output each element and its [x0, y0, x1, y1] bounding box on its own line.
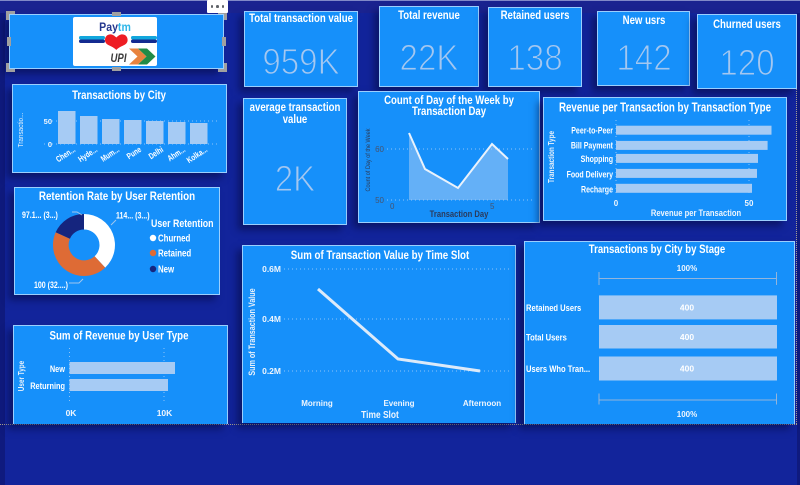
svg-text:400: 400	[680, 332, 694, 342]
svg-text:New: New	[158, 263, 175, 274]
svg-text:Peer-to-Peer: Peer-to-Peer	[571, 124, 613, 135]
svg-text:Revenue per Transaction: Revenue per Transaction	[651, 207, 741, 218]
svg-text:Pune: Pune	[125, 144, 144, 161]
svg-text:0: 0	[390, 202, 395, 211]
svg-text:5: 5	[490, 202, 495, 211]
svg-text:Delhi: Delhi	[147, 144, 166, 161]
svg-text:New: New	[50, 364, 66, 374]
svg-text:100%: 100%	[677, 410, 697, 419]
svg-text:50: 50	[375, 196, 384, 205]
svg-text:User Retention: User Retention	[151, 218, 214, 230]
svg-text:Sum of Transaction Value: Sum of Transaction Value	[247, 288, 257, 376]
svg-text:114... (3...): 114... (3...)	[116, 209, 150, 220]
svg-text:100%: 100%	[677, 264, 697, 273]
svg-text:Paytm: Paytm	[99, 21, 131, 34]
svg-text:Churned: Churned	[158, 232, 191, 243]
svg-text:400: 400	[680, 364, 694, 374]
svg-text:0.6M: 0.6M	[262, 264, 281, 274]
svg-text:Ahm...: Ahm...	[165, 144, 187, 163]
svg-text:Hyde...: Hyde...	[76, 144, 99, 164]
svg-text:UPI: UPI	[111, 52, 128, 65]
svg-text:Transactions by City by Stage: Transactions by City by Stage	[589, 243, 725, 256]
svg-text:50: 50	[44, 117, 52, 126]
svg-text:Users Who Tran...: Users Who Tran...	[526, 363, 590, 374]
svg-text:0: 0	[614, 199, 619, 208]
svg-text:60: 60	[375, 145, 384, 154]
svg-text:User Type: User Type	[16, 361, 26, 391]
svg-text:Transaction Type: Transaction Type	[546, 131, 556, 183]
svg-text:Count of Day of the Week by: Count of Day of the Week by	[384, 94, 514, 107]
svg-text:Food Delivery: Food Delivery	[567, 168, 614, 179]
svg-text:Count of Day of the Week: Count of Day of the Week	[366, 128, 372, 192]
svg-text:Retention Rate by User Retenti: Retention Rate by User Retention	[39, 190, 196, 203]
svg-text:400: 400	[680, 303, 694, 313]
svg-text:Transaction Day: Transaction Day	[412, 105, 486, 118]
svg-text:Time Slot: Time Slot	[361, 409, 399, 421]
svg-text:Chen...: Chen...	[54, 144, 77, 164]
svg-text:Evening: Evening	[383, 399, 414, 408]
svg-text:0: 0	[48, 140, 52, 149]
svg-text:50: 50	[745, 199, 754, 208]
svg-text:Transactio...: Transactio...	[18, 113, 26, 148]
svg-text:Recharge: Recharge	[581, 183, 613, 194]
svg-text:Afternoon: Afternoon	[463, 399, 501, 408]
svg-text:0.4M: 0.4M	[262, 314, 281, 324]
svg-text:100 (32....): 100 (32....)	[34, 279, 68, 290]
svg-text:97.1... (3...): 97.1... (3...)	[22, 209, 58, 220]
svg-text:Retained Users: Retained Users	[526, 302, 581, 313]
svg-text:Retained: Retained	[158, 247, 191, 258]
svg-text:Sum of Transaction Value by Ti: Sum of Transaction Value by Time Slot	[291, 249, 470, 262]
svg-text:0K: 0K	[66, 408, 78, 418]
svg-text:Revenue per Transaction by Tra: Revenue per Transaction by Transaction T…	[559, 101, 771, 115]
svg-text:Bill Payment: Bill Payment	[571, 139, 613, 150]
svg-text:Total Users: Total Users	[526, 332, 567, 343]
svg-text:Sum of Revenue by User Type: Sum of Revenue by User Type	[49, 330, 188, 343]
svg-text:Returning: Returning	[30, 381, 65, 391]
svg-text:Transaction Day: Transaction Day	[430, 208, 489, 219]
svg-text:Kolka...: Kolka...	[185, 144, 210, 165]
svg-text:Mum...: Mum...	[99, 144, 121, 164]
svg-text:Morning: Morning	[301, 399, 333, 408]
svg-text:Shopping: Shopping	[581, 153, 613, 164]
svg-text:10K: 10K	[157, 408, 173, 418]
svg-text:0.2M: 0.2M	[262, 366, 281, 376]
svg-text:Transactions by City: Transactions by City	[72, 89, 166, 102]
